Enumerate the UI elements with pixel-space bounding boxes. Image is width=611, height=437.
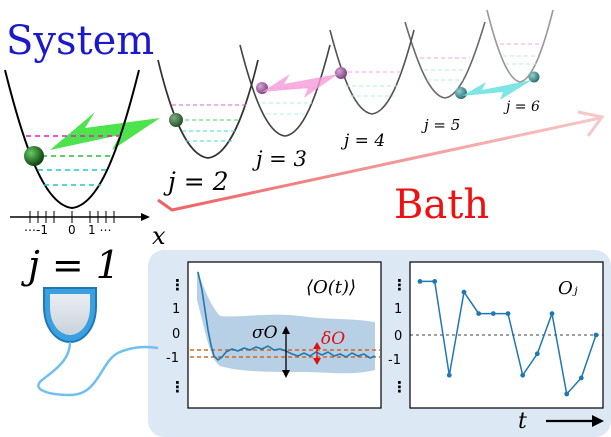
probe-device-icon: [37, 287, 159, 397]
series-point: [476, 311, 482, 316]
tick-label-1: 1 ⋯: [88, 223, 111, 237]
series-point: [432, 279, 438, 284]
series-point: [564, 391, 570, 397]
well-j4: [329, 29, 415, 115]
sigma-band: [197, 270, 375, 374]
series-point: [593, 332, 599, 338]
bath-label: Bath: [394, 182, 489, 228]
well-label-j2: j = 2: [163, 167, 229, 196]
right-ytick-1: 1: [394, 302, 402, 317]
series-point: [505, 311, 511, 316]
series-point: [461, 289, 467, 295]
left-ytick-1: 1: [172, 302, 180, 317]
right-ytick-dots-bottom: ⋮: [392, 378, 407, 396]
well-j2: [157, 59, 259, 159]
sigma-label: σO: [252, 323, 278, 343]
well-j3: [239, 44, 331, 137]
well-j6: [486, 9, 554, 83]
bath-arrow: [157, 110, 605, 212]
x-axis-label: x: [152, 222, 166, 250]
delta-arrow: [313, 342, 321, 365]
delta-label: δO: [321, 329, 345, 349]
system-well: [4, 69, 140, 210]
series-point: [520, 372, 526, 378]
left-ytick-0: 0: [172, 327, 180, 342]
tick-label-0: 0: [68, 223, 76, 237]
left-panel-title: ⟨O(t)⟩: [306, 277, 356, 298]
right-series: [417, 279, 599, 397]
series-point: [578, 375, 584, 381]
left-ytick-dots-bottom: ⋮: [170, 378, 185, 396]
right-ytick-dots-top: ⋮: [392, 276, 407, 294]
x-axis: [10, 211, 150, 223]
right-ytick-neg1: -1: [388, 353, 401, 368]
well-label-j3: j = 3: [252, 147, 307, 171]
system-label: System: [6, 18, 154, 64]
expectation-curve: [197, 271, 376, 362]
left-ytick-neg1: -1: [166, 351, 179, 366]
bolt-green-icon: [50, 112, 160, 150]
series-point: [417, 279, 423, 284]
time-label: t: [518, 409, 527, 434]
well-label-j6: j = 6: [503, 99, 540, 115]
left-ytick-dots-top: ⋮: [170, 276, 185, 294]
time-arrow: [546, 415, 604, 427]
well-label-j4: j = 4: [340, 131, 385, 151]
bolt-pink-icon: [262, 74, 338, 98]
series-point: [446, 372, 452, 378]
sigma-arrow: [282, 326, 290, 378]
well-j5: [404, 21, 486, 99]
right-ytick-0: 0: [394, 329, 402, 344]
series-point: [490, 311, 496, 316]
well-label-j5: j = 5: [421, 116, 460, 134]
well-label-j1: j = 1: [21, 243, 120, 287]
bolt-cyan-icon: [462, 80, 532, 100]
tick-label-neg1: ⋯-1: [24, 223, 48, 237]
series-point: [534, 351, 540, 357]
right-panel-title: Oⱼ: [558, 278, 578, 299]
series-point: [549, 311, 555, 316]
